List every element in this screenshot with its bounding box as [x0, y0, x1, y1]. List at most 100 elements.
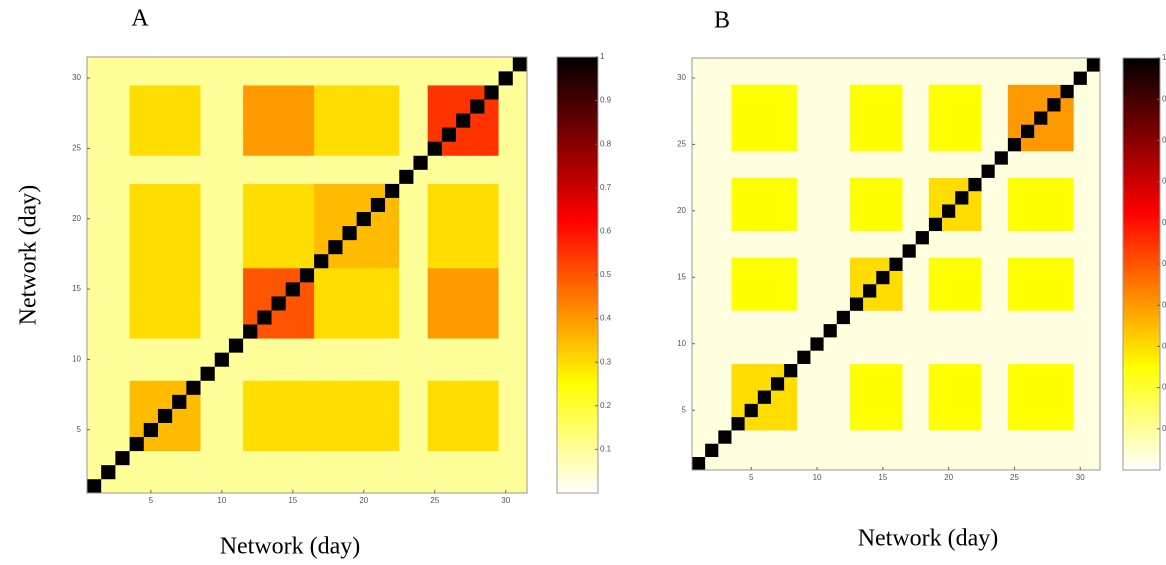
heatmap-cell — [1021, 310, 1035, 325]
heatmap-cell — [399, 85, 414, 100]
heatmap-cell — [889, 177, 903, 192]
heatmap-cell — [1047, 270, 1061, 285]
heatmap-cell — [498, 155, 514, 170]
heatmap-cell — [243, 225, 258, 241]
heatmap-cell — [243, 450, 258, 466]
heatmap-cell — [484, 169, 499, 184]
heatmap-cell — [1047, 430, 1061, 444]
heatmap-cell — [143, 169, 159, 184]
heatmap-cell — [876, 270, 890, 285]
heatmap-cell — [757, 310, 772, 325]
heatmap-cell — [356, 127, 372, 142]
heatmap-cell — [299, 183, 315, 198]
heatmap-cell — [370, 113, 386, 128]
heatmap-cell — [243, 57, 258, 72]
panel-title: A — [131, 6, 149, 32]
heatmap-cell — [1007, 204, 1022, 218]
heatmap-cell — [849, 403, 864, 418]
heatmap-cell — [157, 436, 173, 452]
heatmap-cell — [299, 450, 315, 466]
heatmap-cell — [1073, 376, 1088, 391]
heatmap-cell — [770, 363, 785, 378]
heatmap-cell — [356, 436, 372, 452]
heatmap-cell — [810, 443, 824, 458]
heatmap-cell — [692, 430, 706, 444]
heatmap-cell — [342, 71, 357, 86]
heatmap-cell — [1060, 244, 1074, 258]
heatmap-cell — [863, 390, 877, 404]
heatmap-cell — [456, 155, 471, 170]
heatmap-cell — [1034, 230, 1048, 245]
colorbar-tick-label: 0.6 — [1162, 218, 1166, 227]
heatmap-cell — [484, 366, 499, 381]
heatmap-cell — [823, 310, 838, 325]
heatmap-cell — [470, 99, 485, 114]
heatmap-cell — [1034, 164, 1048, 178]
heatmap-cell — [441, 310, 457, 325]
heatmap-cell — [915, 97, 930, 112]
heatmap-cell — [744, 270, 759, 285]
heatmap-cell — [101, 267, 116, 283]
heatmap-cell — [87, 408, 102, 423]
heatmap-cell — [836, 390, 851, 404]
heatmap-cell — [849, 71, 864, 85]
heatmap-cell — [186, 211, 201, 227]
heatmap-cell — [942, 283, 956, 298]
heatmap-cell — [498, 211, 514, 227]
heatmap-cell — [470, 85, 485, 100]
heatmap-cell — [928, 124, 943, 139]
heatmap-cell — [342, 478, 357, 494]
heatmap-cell — [718, 363, 732, 378]
heatmap-cell — [143, 225, 159, 241]
heatmap-cell — [784, 190, 798, 205]
heatmap-cell — [889, 283, 903, 298]
heatmap-cell — [243, 113, 258, 128]
heatmap-cell — [770, 124, 785, 139]
heatmap-cell — [427, 267, 443, 283]
heatmap-cell — [441, 478, 457, 494]
heatmap-cell — [399, 310, 414, 325]
heatmap-cell — [243, 197, 258, 213]
heatmap-cell — [731, 217, 745, 232]
heatmap-cell — [257, 366, 272, 381]
heatmap-cell — [718, 58, 732, 72]
heatmap-cell — [731, 403, 745, 418]
heatmap-cell — [498, 380, 514, 395]
heatmap-cell — [1086, 310, 1101, 325]
heatmap-cell — [441, 127, 457, 142]
heatmap-cell — [87, 267, 102, 283]
heatmap-cell — [942, 390, 956, 404]
heatmap-cell — [314, 408, 329, 423]
heatmap-cell — [427, 169, 443, 184]
heatmap-cell — [257, 127, 272, 142]
heatmap-cell — [889, 257, 903, 271]
heatmap-cell — [228, 380, 244, 395]
heatmap-cell — [399, 99, 414, 114]
heatmap-cell — [863, 350, 877, 364]
heatmap-cell — [214, 57, 230, 72]
heatmap-cell — [143, 394, 159, 409]
heatmap-cell — [744, 97, 759, 112]
heatmap-cell — [498, 338, 514, 353]
heatmap-cell — [441, 366, 457, 381]
heatmap-cell — [1060, 416, 1074, 431]
heatmap-cell — [228, 310, 244, 325]
heatmap-cell — [299, 197, 315, 213]
heatmap-cell — [129, 127, 145, 142]
heatmap-cell — [356, 267, 372, 283]
heatmap-cell — [849, 217, 864, 232]
heatmap-cell — [115, 464, 130, 480]
heatmap-cell — [214, 450, 230, 466]
heatmap-cell — [1060, 270, 1074, 285]
heatmap-cell — [512, 380, 528, 395]
heatmap-cell — [915, 204, 930, 218]
heatmap-cell — [968, 230, 982, 245]
heatmap-cell — [744, 84, 759, 99]
heatmap-cell — [385, 85, 400, 100]
heatmap-cell — [1007, 190, 1022, 205]
heatmap-cell — [413, 113, 428, 128]
heatmap-cell — [797, 71, 811, 85]
heatmap-cell — [797, 416, 811, 431]
heatmap-cell — [876, 456, 890, 471]
heatmap-cell — [1086, 416, 1101, 431]
